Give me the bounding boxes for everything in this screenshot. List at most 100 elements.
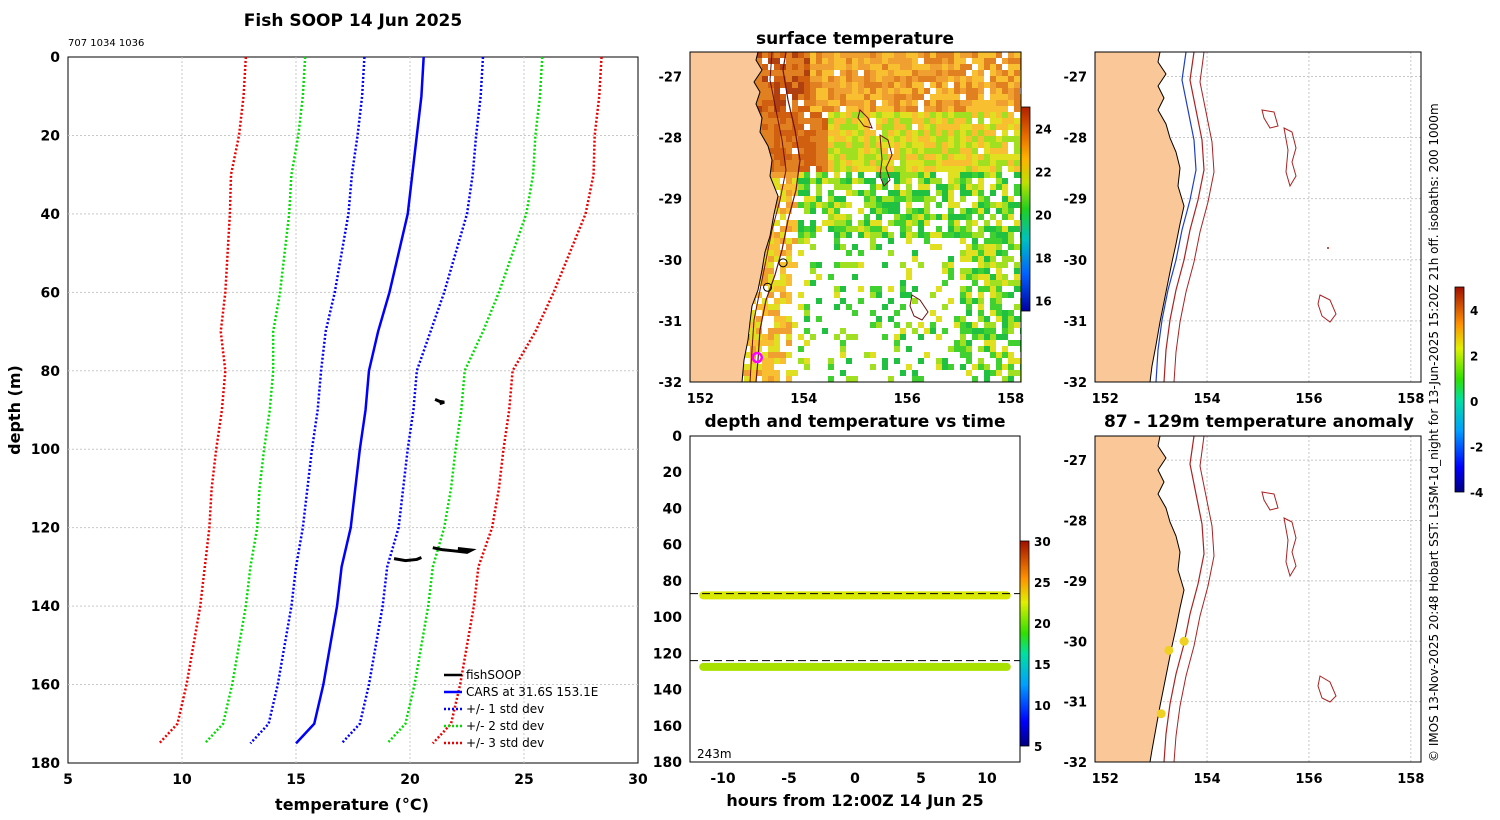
sst-cell (984, 256, 990, 262)
sst-cell (852, 190, 858, 196)
sst-cell (960, 316, 966, 322)
sst-cell (804, 208, 810, 214)
anom-seamount-1 (1261, 491, 1279, 511)
sst-seamount-3 (909, 294, 929, 321)
sst-cell (1002, 118, 1008, 124)
sst-cell (798, 130, 804, 136)
sst-cell (900, 286, 906, 292)
sst-cell (792, 370, 798, 376)
sst-cell (1014, 142, 1020, 148)
sst-cell (996, 280, 1002, 286)
sst-cell (798, 154, 804, 160)
sst-cell (828, 82, 834, 88)
sst-cell (942, 190, 948, 196)
anomaly-point (1179, 636, 1189, 646)
sst-cell (888, 76, 894, 82)
sst-cell (810, 178, 816, 184)
sst-cell (984, 142, 990, 148)
sst-cell (960, 172, 966, 178)
sst-cell (936, 58, 942, 64)
sst-cell (906, 322, 912, 328)
sst-cell (888, 112, 894, 118)
sst-cell (1002, 196, 1008, 202)
sst-cell (990, 58, 996, 64)
sst-cell (876, 160, 882, 166)
sst-cell (804, 100, 810, 106)
sst-cell (918, 196, 924, 202)
sst-cell (1008, 232, 1014, 238)
sst-cell (966, 172, 972, 178)
sst-cell (846, 64, 852, 70)
sst-cell (876, 202, 882, 208)
sst-cell (966, 232, 972, 238)
profile-ylabel: depth (m) (5, 365, 24, 455)
sst-cell (828, 364, 834, 370)
map-ytick-label: -32 (1064, 376, 1088, 391)
sst-cell (768, 328, 774, 334)
sst-cell (924, 160, 930, 166)
profile-xtick-label: 20 (400, 772, 420, 788)
sst-cell (810, 202, 816, 208)
sst-cell (912, 208, 918, 214)
sst-cell (816, 124, 822, 130)
sst-cell (978, 214, 984, 220)
sst-cell (912, 130, 918, 136)
sst-cell (888, 208, 894, 214)
sst-cell (786, 124, 792, 130)
sst-cell (900, 226, 906, 232)
sst-cell (918, 262, 924, 268)
sst-cell (762, 376, 768, 382)
sst-cell (1008, 292, 1014, 298)
sst-cell (834, 112, 840, 118)
sst-cell (798, 52, 804, 58)
sst-cell (906, 214, 912, 220)
sst-cell (924, 52, 930, 58)
sst-cell (858, 220, 864, 226)
sst-cell (882, 142, 888, 148)
sst-cell (786, 370, 792, 376)
sst-cell (918, 94, 924, 100)
sst-cell (930, 70, 936, 76)
sst-cell (828, 88, 834, 94)
sst-cell (840, 160, 846, 166)
sst-cell (930, 130, 936, 136)
sst-cell (942, 268, 948, 274)
sst-cell (828, 376, 834, 382)
sst-cell (918, 334, 924, 340)
sst-cell (906, 208, 912, 214)
sst-cell (882, 196, 888, 202)
sst-cell (750, 322, 756, 328)
sst-cell (930, 112, 936, 118)
sst-cell (780, 118, 786, 124)
sst-cell (780, 136, 786, 142)
sst-cell (924, 172, 930, 178)
sst-cell (900, 292, 906, 298)
sst-cell (900, 118, 906, 124)
sst-cell (762, 256, 768, 262)
sst-cell (984, 340, 990, 346)
sst-cell (978, 250, 984, 256)
sst-cell (882, 178, 888, 184)
sst-cell (828, 76, 834, 82)
sst-cell (792, 160, 798, 166)
anomaly-colorbar (1454, 286, 1465, 493)
sst-cell (900, 100, 906, 106)
sst-cell (1008, 196, 1014, 202)
iso-seamount-dot (1327, 247, 1329, 249)
sst-cell (846, 250, 852, 256)
dt-ytick-label: 20 (663, 465, 683, 481)
sst-cell (1002, 292, 1008, 298)
sst-cell (978, 154, 984, 160)
sst-cell (756, 100, 762, 106)
sst-cell (1002, 76, 1008, 82)
sst-cell (990, 352, 996, 358)
sst-cell (762, 340, 768, 346)
sst-cell (996, 250, 1002, 256)
sst-cell (912, 376, 918, 382)
sst-cell (870, 100, 876, 106)
sst-cell (960, 106, 966, 112)
sst-cell (966, 208, 972, 214)
sst-cell (906, 184, 912, 190)
sst-cell (906, 88, 912, 94)
sst-cell (936, 166, 942, 172)
